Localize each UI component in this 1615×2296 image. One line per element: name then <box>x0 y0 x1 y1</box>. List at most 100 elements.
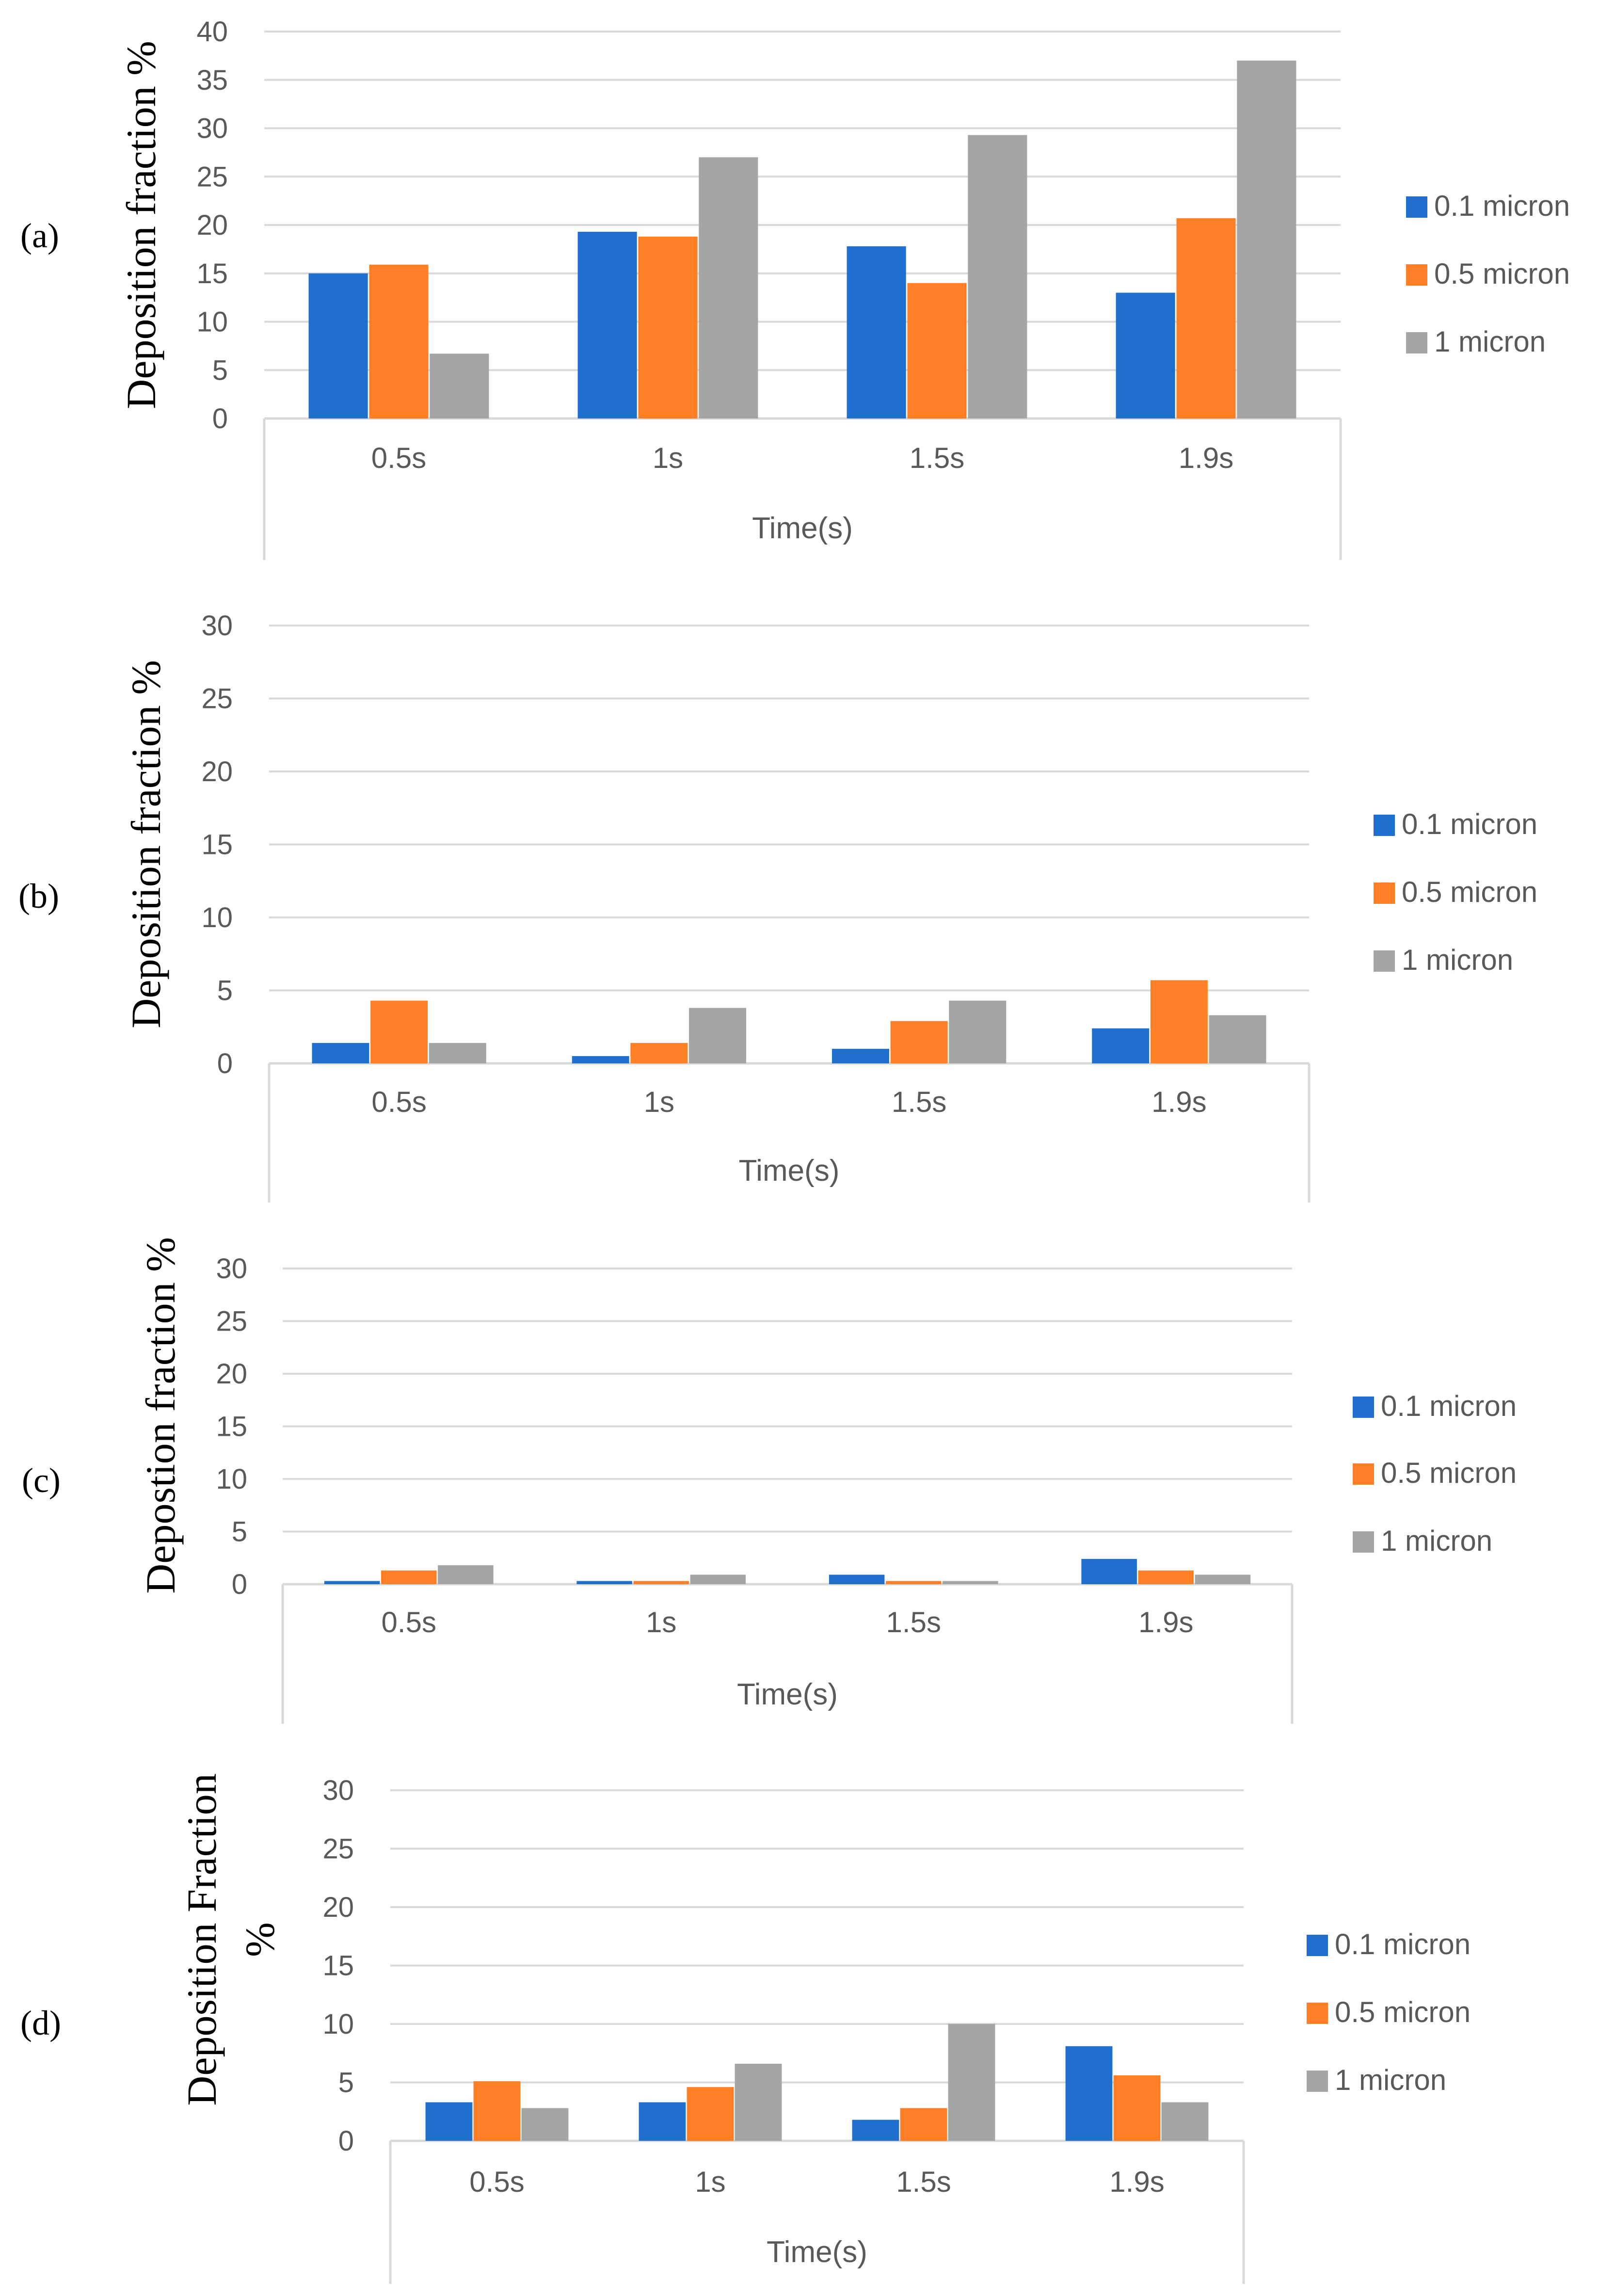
y-tick-label: 0 <box>338 2125 354 2157</box>
y-tick-label: 25 <box>201 683 233 715</box>
bar-0-1-micron-1_9s <box>1065 2046 1113 2141</box>
x-tick-label: 1.9s <box>1151 1086 1206 1118</box>
legend-label: 1 micron <box>1335 2064 1446 2096</box>
legend-label: 1 micron <box>1434 325 1546 358</box>
legend-label: 0.5 micron <box>1381 1457 1517 1489</box>
bar-0-5-micron-1_9s <box>1138 1570 1194 1584</box>
legend-label: 0.5 micron <box>1335 1996 1471 2028</box>
x-tick-label: 1.9s <box>1179 442 1233 474</box>
x-tick-label: 1.9s <box>1109 2166 1164 2198</box>
y-tick-label: 10 <box>322 2008 354 2040</box>
chart-panel-d: (d) Deposition Fraction % 0 5 10 15 20 25 30 0.5s 1… <box>20 1773 1471 2284</box>
y-tick-label: 10 <box>196 306 228 338</box>
legend: 0.1 micron 0.5 micron 1 micron <box>1406 190 1570 358</box>
y-tick-label: 5 <box>217 975 233 1007</box>
legend: 0.1 micron 0.5 micron 1 micron <box>1353 1390 1517 1557</box>
x-axis-title: Time(s) <box>737 1678 838 1711</box>
bar-0-1-micron-1_9s <box>1116 292 1175 418</box>
y-tick-label: 20 <box>216 1358 247 1390</box>
y-tick-label: 25 <box>216 1306 247 1337</box>
bar-0-5-micron-1_9s <box>1176 218 1236 418</box>
legend-label: 0.1 micron <box>1434 190 1570 222</box>
legend-label: 0.1 micron <box>1381 1390 1517 1422</box>
bar-0-1-micron-1_9s <box>1081 1558 1137 1584</box>
legend-label: 0.5 micron <box>1434 257 1570 290</box>
legend: 0.1 micron 0.5 micron 1 micron <box>1307 1928 1471 2096</box>
y-tick-label: 0 <box>217 1048 233 1079</box>
bar-0-1-micron-1s <box>572 1056 629 1063</box>
y-tick-label: 0 <box>212 403 228 434</box>
bar-0-1-micron-1s <box>577 231 637 418</box>
y-tick-label: 15 <box>322 1950 354 1982</box>
bar-1-micron-1_5s <box>949 1000 1007 1063</box>
bar-1-micron-1_9s <box>1195 1574 1251 1584</box>
x-tick-label: 1s <box>695 2166 725 2198</box>
y-tick-label: 20 <box>322 1892 354 1923</box>
y-tick-label: 5 <box>338 2067 354 2099</box>
y-tick-label: 30 <box>322 1775 354 1806</box>
y-tick-label: 0 <box>232 1569 247 1600</box>
bar-0-1-micron-0_5s <box>312 1043 369 1063</box>
bar-0-1-micron-1_9s <box>1092 1028 1150 1063</box>
bar-0-5-micron-1s <box>687 2087 734 2141</box>
bar-0-1-micron-1_5s <box>831 1048 889 1063</box>
panel-label: (d) <box>20 2004 61 2042</box>
panel-label: (b) <box>18 877 59 915</box>
bar-1-micron-1_9s <box>1209 1015 1266 1063</box>
bar-1-micron-0_5s <box>521 2108 569 2141</box>
legend-swatch <box>1374 815 1395 836</box>
bar-0-5-micron-1s <box>633 1581 689 1584</box>
bar-1-micron-0_5s <box>430 353 489 418</box>
legend-swatch <box>1353 1397 1374 1418</box>
bar-1-micron-1_5s <box>943 1581 998 1584</box>
x-axis-title: Time(s) <box>752 512 853 545</box>
legend-swatch <box>1374 950 1395 972</box>
y-tick-label: 20 <box>196 209 228 241</box>
chart-panel-a: (a) Deposition fraction % 0 5 10 15 20 25 30 35 40… <box>20 16 1570 560</box>
legend-swatch <box>1374 883 1395 904</box>
bar-0-5-micron-1_5s <box>907 283 967 418</box>
x-axis-title: Time(s) <box>767 2235 867 2269</box>
x-tick-label: 1.5s <box>896 2166 951 2198</box>
legend-swatch <box>1353 1463 1374 1485</box>
bar-1-micron-0_5s <box>429 1043 486 1063</box>
y-tick-label: 30 <box>201 610 233 642</box>
legend-label: 0.5 micron <box>1402 876 1537 908</box>
bar-0-1-micron-0_5s <box>425 2102 473 2141</box>
x-tick-label: 0.5s <box>371 442 426 474</box>
legend-label: 0.1 micron <box>1335 1928 1471 1960</box>
bar-1-micron-1s <box>699 157 758 419</box>
legend-label: 0.1 micron <box>1402 808 1537 840</box>
y-axis-title: Depostion fraction % <box>137 1237 184 1594</box>
bar-0-1-micron-1_5s <box>852 2119 899 2141</box>
bar-1-micron-1s <box>690 1574 746 1584</box>
bar-0-5-micron-1_5s <box>890 1021 948 1063</box>
legend-swatch <box>1406 196 1427 218</box>
legend-label: 1 micron <box>1402 944 1513 976</box>
y-tick-label: 15 <box>201 829 233 861</box>
bar-0-1-micron-1_5s <box>829 1574 885 1584</box>
y-axis-title: Deposition fraction % <box>123 660 169 1028</box>
bar-0-1-micron-0_5s <box>324 1581 380 1584</box>
bar-0-5-micron-1_9s <box>1150 980 1208 1063</box>
bar-1-micron-1_5s <box>948 2024 995 2141</box>
x-tick-label: 1s <box>653 442 683 474</box>
legend: 0.1 micron 0.5 micron 1 micron <box>1374 808 1537 976</box>
x-tick-label: 1.5s <box>910 442 964 474</box>
x-tick-label: 1s <box>646 1606 676 1638</box>
y-tick-label: 5 <box>212 354 228 386</box>
y-tick-label: 30 <box>216 1253 247 1284</box>
bar-1-micron-1s <box>735 2063 782 2141</box>
bar-0-1-micron-0_5s <box>308 273 368 418</box>
bar-0-5-micron-0_5s <box>473 2081 521 2141</box>
bar-0-5-micron-1_9s <box>1113 2075 1161 2141</box>
x-tick-label: 1.5s <box>886 1606 941 1638</box>
legend-swatch <box>1406 332 1427 353</box>
bar-0-5-micron-1_5s <box>885 1581 942 1584</box>
panel-label: (a) <box>20 216 59 255</box>
legend-swatch <box>1353 1531 1374 1553</box>
bar-0-5-micron-1s <box>638 236 698 418</box>
bar-0-5-micron-0_5s <box>369 264 429 418</box>
x-tick-label: 0.5s <box>382 1606 436 1638</box>
bar-1-micron-1_9s <box>1237 60 1296 419</box>
